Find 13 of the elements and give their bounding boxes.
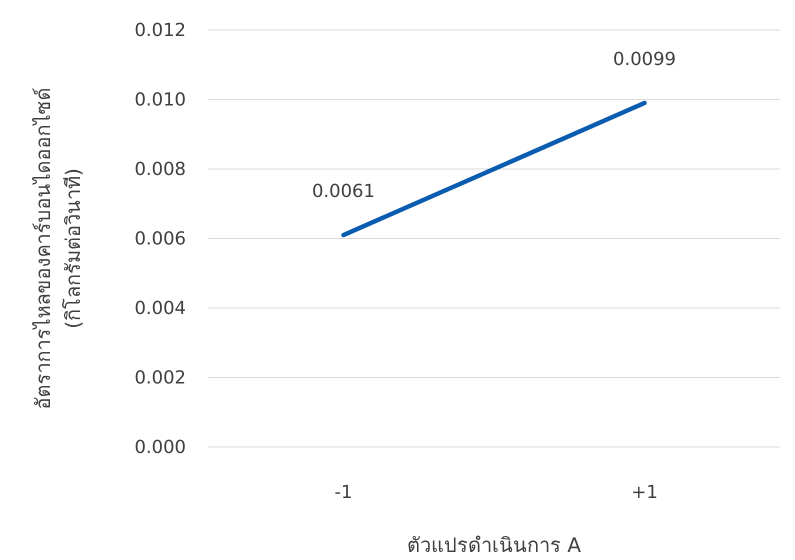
- y-tick-label: 0.010: [134, 89, 186, 110]
- y-tick-label: 0.000: [134, 436, 186, 458]
- y-tick-label: 0.002: [134, 367, 186, 388]
- y-axis-title: อัตราการไหลของคาร์บอนไดออกไซด์ (กิโลกรัมต่อวินาที): [31, 88, 85, 410]
- y-tick-label: 0.012: [134, 20, 186, 41]
- y-tick-label: 0.006: [134, 228, 186, 250]
- y-tick-label: 0.008: [134, 158, 186, 180]
- y-tick-label: 0.004: [134, 298, 186, 319]
- data-label: 0.0099: [613, 48, 676, 70]
- x-tick-label: +1: [631, 482, 658, 503]
- data-label: 0.0061: [312, 181, 375, 202]
- x-tick-label: -1: [334, 482, 352, 503]
- x-axis-title: ตัวแปรดำเนินการ A: [406, 533, 582, 557]
